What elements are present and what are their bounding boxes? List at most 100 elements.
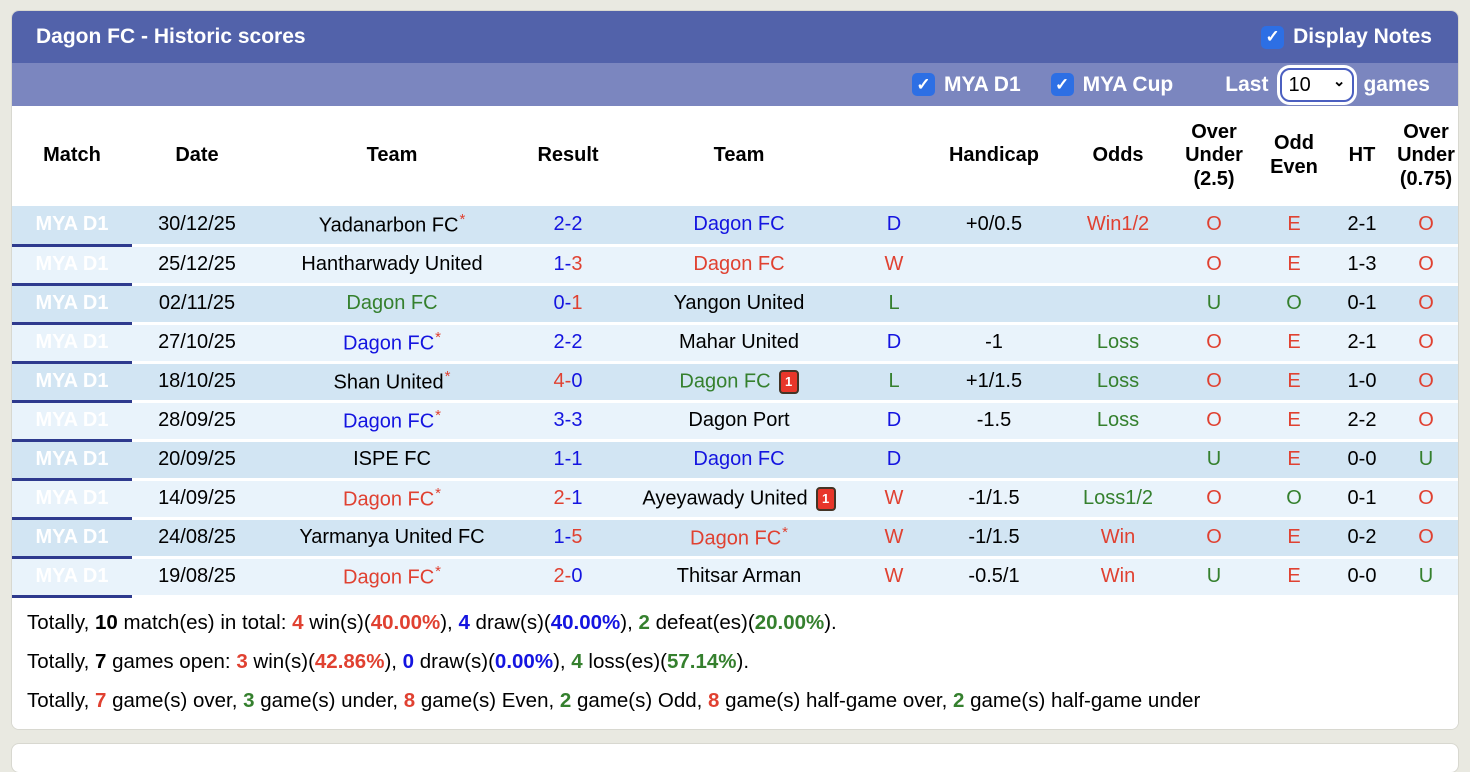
team-name[interactable]: Yadanarbon FC [318,215,459,238]
team-name[interactable]: Dagon FC [343,410,435,433]
league-filter-label: MYA D1 [944,72,1021,96]
team-name[interactable]: Hantharwady United [301,253,483,275]
over-under-0-75-cell: O [1392,284,1458,325]
league-badge: MYA D1 [12,440,132,481]
team-name[interactable]: Dagon FC [693,213,785,236]
odd-even-cell: E [1256,245,1332,286]
team-name[interactable]: Dagon FC [346,292,438,314]
team-cell: Dagon FC* [614,518,864,559]
team-cell: Dagon FC [614,440,864,481]
home-score: 2- [553,213,572,236]
summary-segment: 10 [94,610,118,634]
odds-cell: Win1/2 [1064,206,1172,247]
summary-segment: Totally, [27,649,95,673]
team-cell: ISPE FC [262,440,522,481]
summary-segment: 57.14% [666,649,737,673]
over-under-0-75-cell: O [1392,479,1458,520]
team-name[interactable]: Dagon FC [343,332,435,355]
team-name[interactable]: Ayeyawady United [642,486,808,509]
match-date: 27/10/25 [132,323,262,364]
summary-segment: 42.86% [314,649,385,673]
column-header-team: Team [614,106,864,206]
team-name[interactable]: Dagon FC [679,369,771,392]
handicap-cell: +0/0.5 [924,206,1064,247]
league-badge: MYA D1 [12,557,132,598]
odd-even-cell: O [1256,284,1332,325]
league-filter-mya-d1[interactable]: ✓ MYA D1 [912,73,1021,97]
team-name[interactable]: Shan United [333,371,444,394]
result-cell: 1-3 [522,245,614,286]
display-notes-label: Display Notes [1293,25,1432,48]
summary-segment: game(s) over, [106,688,244,712]
wdl-cell: L [864,362,924,403]
summary-segment: loss(es)( [582,649,667,673]
summary-segment: 7 [94,688,107,712]
league-badge: MYA D1 [12,323,132,364]
column-header-odd-even: Odd Even [1256,106,1332,206]
ht-cell: 0-1 [1332,284,1392,325]
ht-cell: 2-1 [1332,206,1392,247]
summary-segment: 8 [708,688,720,712]
team-name[interactable]: Dagon FC [690,527,782,550]
odd-even-cell: E [1256,518,1332,559]
over-under-0-75-cell: O [1392,245,1458,286]
team-name[interactable]: Dagon Port [688,409,790,431]
next-panel-stub [11,742,1459,772]
ht-cell: 2-2 [1332,401,1392,442]
summary-segment: 2 [953,688,965,712]
team-cell: Dagon FC* [262,401,522,442]
team-name[interactable]: Dagon FC [343,566,435,589]
star-icon: * [435,485,441,503]
home-score: 0- [553,292,572,314]
team-cell: Shan United* [262,362,522,403]
league-badge: MYA D1 [12,401,132,442]
home-score: 2- [553,331,572,353]
wdl-cell: D [864,440,924,481]
over-under-2-5-cell: O [1172,518,1256,559]
ht-cell: 0-2 [1332,518,1392,559]
summary-segment: match(es) in total: [117,610,293,634]
result-cell: 4-0 [522,362,614,403]
red-card-icon: 1 [778,369,799,394]
summary-section: Totally, 10 match(es) in total: 4 win(s)… [12,597,1458,729]
league-badge: MYA D1 [12,518,132,559]
league-filter-mya-cup[interactable]: ✓ MYA Cup [1050,73,1173,97]
historic-scores-table: Match Date Team Result Team Handicap Odds Over … [12,106,1458,598]
team-name[interactable]: ISPE FC [353,448,431,470]
table-row: MYA D1 20/09/25 ISPE FC 1-1 Dagon FC D U E 0-0 U [12,440,1458,481]
display-notes-toggle[interactable]: ✓ Display Notes [1261,25,1432,49]
column-header-odds: Odds [1064,106,1172,206]
over-under-0-75-cell: U [1392,557,1458,598]
team-name[interactable]: Dagon FC [693,253,785,275]
team-name[interactable]: Mahar United [678,331,800,353]
team-name[interactable]: Dagon FC [343,488,435,511]
odds-cell [1064,284,1172,325]
odds-cell: Win [1064,557,1172,598]
team-name[interactable]: Yangon United [673,292,805,314]
column-header-handicap: Handicap [924,106,1064,206]
over-under-2-5-cell: O [1172,362,1256,403]
team-name[interactable]: Yarmanya United FC [299,526,485,548]
wdl-cell: L [864,284,924,325]
handicap-cell: -1 [924,323,1064,364]
summary-segment: game(s) under, [254,688,404,712]
team-cell: Ayeyawady United 1 [614,479,864,520]
team-cell: Dagon FC* [262,323,522,364]
summary-segment: ). [824,610,837,634]
games-count-select[interactable]: 10 [1280,67,1355,102]
team-cell: Dagon FC* [262,557,522,598]
home-score: 2- [553,565,572,587]
summary-segment: 0 [402,649,415,673]
games-label: games [1363,72,1430,96]
summary-segment: 8 [403,688,416,712]
summary-segment: 4 [458,610,470,634]
league-badge: MYA D1 [12,362,132,403]
team-name[interactable]: Thitsar Arman [676,565,802,587]
team-cell: Yangon United [614,284,864,325]
team-cell: Dagon FC* [262,479,522,520]
team-name[interactable]: Dagon FC [693,448,785,470]
summary-segment: ), [553,649,572,673]
home-score: 1- [553,526,572,548]
wdl-cell: W [864,518,924,559]
summary-segment: ), [384,649,403,673]
